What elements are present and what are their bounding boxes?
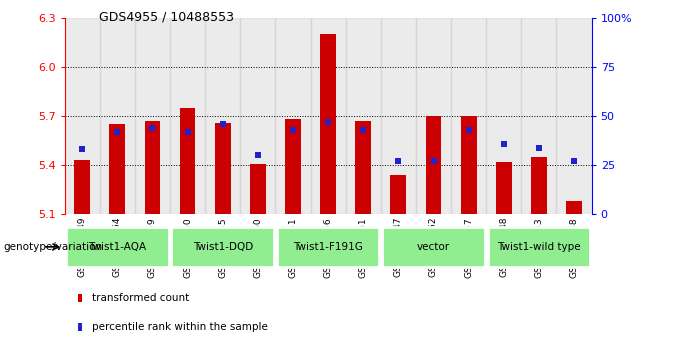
Bar bbox=[311, 18, 345, 214]
Bar bbox=[566, 201, 582, 214]
Bar bbox=[180, 108, 195, 214]
Bar bbox=[390, 175, 406, 214]
Text: Twist1-DQD: Twist1-DQD bbox=[192, 242, 253, 252]
FancyBboxPatch shape bbox=[382, 227, 485, 267]
Text: genotype/variation: genotype/variation bbox=[3, 242, 103, 252]
Bar bbox=[522, 18, 556, 214]
Bar bbox=[100, 18, 135, 214]
Text: vector: vector bbox=[417, 242, 450, 252]
Bar bbox=[345, 18, 381, 214]
Bar bbox=[426, 116, 441, 214]
Bar bbox=[250, 163, 266, 214]
FancyBboxPatch shape bbox=[171, 227, 274, 267]
Bar bbox=[109, 124, 125, 214]
Text: transformed count: transformed count bbox=[92, 293, 189, 303]
Bar bbox=[170, 18, 205, 214]
Bar bbox=[320, 34, 336, 214]
Text: Twist1-F191G: Twist1-F191G bbox=[293, 242, 363, 252]
Bar bbox=[285, 119, 301, 214]
Bar bbox=[496, 162, 511, 214]
Bar bbox=[135, 18, 170, 214]
FancyBboxPatch shape bbox=[488, 227, 590, 267]
Bar bbox=[556, 18, 592, 214]
Bar bbox=[451, 18, 486, 214]
Bar bbox=[381, 18, 416, 214]
Bar bbox=[215, 123, 231, 214]
Bar bbox=[486, 18, 522, 214]
Text: Twist1-wild type: Twist1-wild type bbox=[497, 242, 581, 252]
Text: GDS4955 / 10488553: GDS4955 / 10488553 bbox=[99, 11, 234, 24]
Bar bbox=[74, 160, 90, 214]
Bar bbox=[531, 157, 547, 214]
Text: Twist1-AQA: Twist1-AQA bbox=[88, 242, 146, 252]
Bar bbox=[240, 18, 275, 214]
Bar bbox=[461, 116, 477, 214]
Bar bbox=[205, 18, 240, 214]
Bar bbox=[65, 18, 100, 214]
FancyBboxPatch shape bbox=[66, 227, 169, 267]
Text: percentile rank within the sample: percentile rank within the sample bbox=[92, 322, 268, 332]
Bar bbox=[356, 121, 371, 214]
Bar bbox=[275, 18, 311, 214]
FancyBboxPatch shape bbox=[277, 227, 379, 267]
Bar bbox=[416, 18, 451, 214]
Bar bbox=[145, 121, 160, 214]
